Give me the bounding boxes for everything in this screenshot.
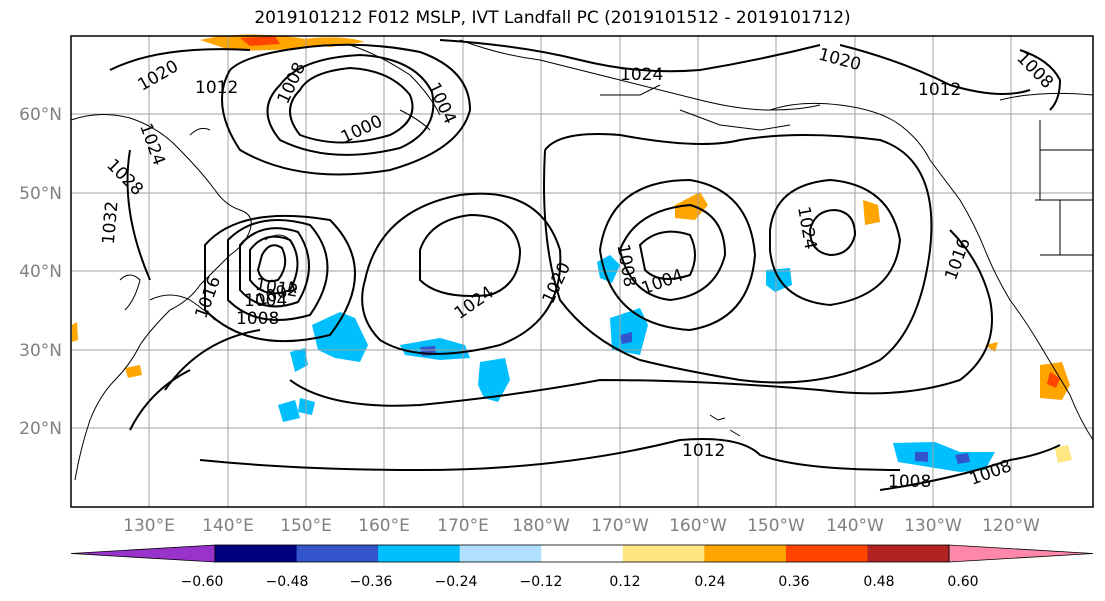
- colorbar-cell: [215, 545, 298, 562]
- colorbar-cell: [378, 545, 461, 562]
- colorbar-extend-low: [70, 544, 216, 563]
- map-gridlines: [71, 36, 1093, 507]
- longitude-labels: 130°E 140°E 150°E 160°E 170°E 180°W 170°…: [123, 516, 1040, 536]
- colorbar-tick-label: −0.48: [266, 574, 309, 590]
- latitude-labels: 60°N 50°N 40°N 30°N 20°N: [19, 105, 62, 439]
- colorbar-tick-label: 0.24: [694, 574, 725, 590]
- lon-tick-label: 160°E: [358, 516, 410, 536]
- isobars: [109, 39, 1062, 491]
- lon-tick-label: 170°W: [591, 516, 649, 536]
- colorbar-tick-label: −0.36: [350, 574, 393, 590]
- colorbar-tick-label: −0.60: [181, 574, 224, 590]
- colorbar-tick-label: 0.48: [863, 574, 894, 590]
- isobar-label: 1008: [236, 309, 279, 329]
- lat-tick-label: 40°N: [19, 262, 62, 282]
- lon-tick-label: 160°W: [669, 516, 727, 536]
- isobar-label: 1012: [918, 80, 961, 100]
- lon-tick-label: 150°E: [280, 516, 332, 536]
- lon-tick-label: 170°E: [437, 516, 489, 536]
- lat-tick-label: 60°N: [19, 105, 62, 125]
- colorbar-tick-label: −0.12: [520, 574, 563, 590]
- lat-tick-label: 30°N: [19, 341, 62, 361]
- colorbar-cell: [704, 545, 787, 562]
- colorbar-tick-label: −0.24: [435, 574, 478, 590]
- colorbar-cell: [459, 545, 542, 562]
- colorbar-cell: [296, 545, 379, 562]
- map-frame: [70, 35, 1094, 508]
- colorbar-tick-label: 0.36: [778, 574, 809, 590]
- lon-tick-label: 150°W: [747, 516, 805, 536]
- isobar-label: 1008: [888, 472, 931, 492]
- lat-tick-label: 20°N: [19, 419, 62, 439]
- lon-tick-label: 140°W: [826, 516, 884, 536]
- isobar-label: 1004: [244, 291, 287, 311]
- colorbar-cells: [70, 544, 1094, 563]
- colorbar-cell: [867, 545, 950, 562]
- isobar-label: 1012: [682, 441, 725, 461]
- colorbar-tick-label: 0.12: [609, 574, 640, 590]
- colorbar: −0.60 −0.48 −0.36 −0.24 −0.12 0.12 0.24 …: [70, 544, 1094, 590]
- coastlines: [70, 39, 1094, 481]
- lon-tick-label: 130°W: [904, 516, 962, 536]
- colorbar-outline: [214, 544, 950, 563]
- isobar-label: 1024: [620, 65, 663, 85]
- colorbar-cell: [785, 545, 868, 562]
- lat-tick-label: 50°N: [19, 184, 62, 204]
- isobar-label: 1032: [99, 200, 123, 245]
- isobar-label: 1012: [195, 78, 238, 98]
- lon-tick-label: 130°E: [123, 516, 175, 536]
- lon-tick-label: 120°W: [982, 516, 1040, 536]
- colorbar-cell: [541, 545, 624, 562]
- figure-title: 2019101212 F012 MSLP, IVT Landfall PC (2…: [254, 8, 851, 28]
- colorbar-tick-label: 0.60: [947, 574, 978, 590]
- lon-tick-label: 140°E: [202, 516, 254, 536]
- colorbar-tick-labels: −0.60 −0.48 −0.36 −0.24 −0.12 0.12 0.24 …: [181, 574, 979, 590]
- lon-tick-label: 180°W: [512, 516, 570, 536]
- map-panel: 1020 1012 1008 1024 1028 1032 1016 1000 …: [70, 34, 1094, 508]
- colorbar-cell: [622, 545, 705, 562]
- colorbar-extend-high: [948, 544, 1094, 563]
